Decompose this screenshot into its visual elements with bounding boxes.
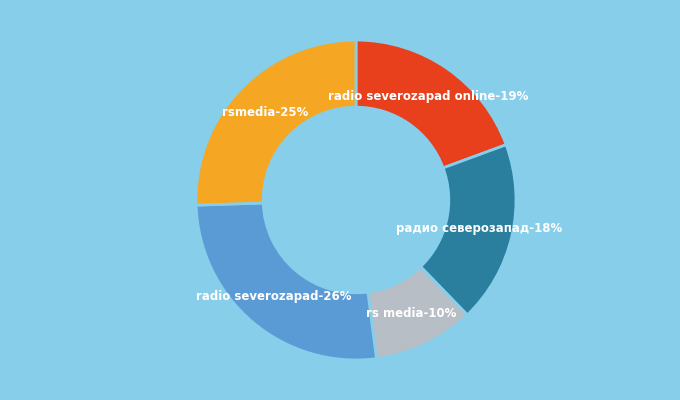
Text: radio severozapad-26%: radio severozapad-26%	[197, 290, 352, 303]
Wedge shape	[356, 40, 506, 168]
Wedge shape	[368, 267, 467, 359]
Text: radio severozapad online-19%: radio severozapad online-19%	[328, 90, 528, 103]
Text: радио северозапад-18%: радио северозапад-18%	[396, 222, 562, 235]
Wedge shape	[196, 40, 356, 205]
Wedge shape	[196, 203, 377, 360]
Text: rs media-10%: rs media-10%	[366, 307, 456, 320]
Text: rsmedia-25%: rsmedia-25%	[222, 106, 309, 118]
Wedge shape	[420, 145, 516, 315]
